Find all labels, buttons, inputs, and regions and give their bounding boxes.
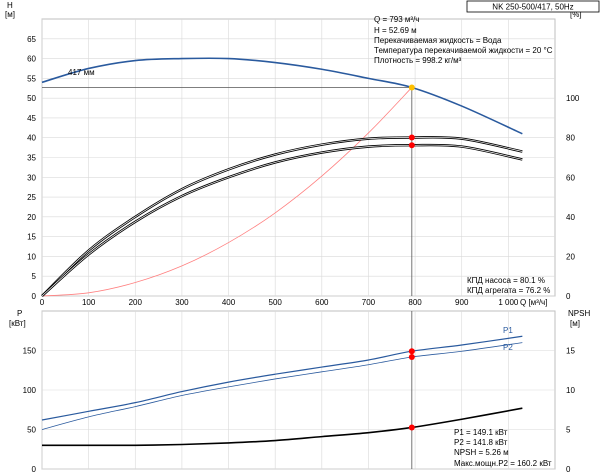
q-tick-label: 700 — [362, 298, 376, 307]
q-tick-label: 200 — [129, 298, 143, 307]
duty-point-npsh — [408, 424, 415, 431]
marker-layer — [42, 84, 415, 469]
system-curve — [41, 87, 413, 297]
unit-efficiency-curve — [41, 143, 523, 297]
duty-point-pump-efficiency — [408, 134, 415, 141]
pump-efficiency-curve-inner — [41, 136, 523, 297]
h-tick-label: 25 — [27, 193, 36, 202]
h-tick-label: 45 — [27, 114, 36, 123]
q-tick-label: 1 000 — [498, 298, 519, 307]
info-temperature: Температура перекачиваемой жидкости = 20… — [374, 46, 553, 55]
grid-layer — [41, 19, 555, 470]
p-axis-unit: [кВт] — [9, 319, 26, 328]
info-p1: P1 = 149.1 кВт — [454, 428, 508, 437]
q-tick-label: 100 — [82, 298, 96, 307]
p1-curve-label: P1 — [503, 326, 513, 335]
eta-tick-label: 80 — [566, 134, 575, 143]
q-axis-label: Q [м³/ч] — [520, 298, 547, 307]
eta-tick-label: 100 — [566, 94, 580, 103]
unit-efficiency-curve-inner — [41, 144, 523, 297]
p-tick-label: 50 — [27, 426, 36, 435]
duty-point-unit-efficiency — [408, 142, 415, 149]
chart-title: NK 250-500/417, 50Hz — [492, 3, 573, 12]
p-tick-label: 150 — [23, 347, 37, 356]
title-box — [466, 0, 600, 13]
head-curve — [41, 57, 523, 135]
npsh-tick-label: 5 — [566, 426, 571, 435]
npsh-curve — [41, 407, 523, 447]
info-liquid: Перекачиваемая жидкость = Вода — [374, 36, 502, 45]
info-unit-efficiency: КПД агрегата = 76.2 % — [467, 286, 550, 295]
h-tick-label: 20 — [27, 213, 36, 222]
info-duty-block: Q = 793 м³/ч H = 52.69 м Перекачиваемая … — [374, 15, 553, 65]
h-axis-unit: [м] — [5, 10, 15, 19]
npsh-tick-label: 0 — [566, 465, 571, 474]
h-tick-label: 5 — [32, 272, 37, 281]
info-power-block: P1 = 149.1 кВт P2 = 141.8 кВт NPSH = 5.2… — [454, 428, 552, 468]
h-tick-label: 60 — [27, 55, 36, 64]
eta-axis-unit: [%] — [570, 10, 582, 19]
p-tick-label: 0 — [32, 465, 37, 474]
h-tick-label: 50 — [27, 94, 36, 103]
eta-tick-label: 0 — [566, 292, 571, 301]
q-tick-label: 900 — [455, 298, 469, 307]
npsh-tick-label: 10 — [566, 386, 575, 395]
info-p2: P2 = 141.8 кВт — [454, 438, 508, 447]
q-tick-label: 300 — [175, 298, 189, 307]
curve-layer — [41, 57, 523, 447]
npsh-axis-label: NPSH — [568, 309, 590, 318]
h-tick-label: 10 — [27, 252, 36, 261]
q-tick-label: 400 — [222, 298, 236, 307]
h-tick-label: 35 — [27, 154, 36, 163]
h-tick-label: 40 — [27, 134, 36, 143]
info-flow: Q = 793 м³/ч — [374, 15, 419, 24]
impeller-label: 417 мм — [68, 68, 95, 77]
duty-point-head — [408, 84, 415, 91]
npsh-tick-label: 15 — [566, 347, 575, 356]
h-tick-label: 0 — [32, 292, 37, 301]
eta-tick-label: 40 — [566, 213, 575, 222]
duty-point-p2 — [408, 353, 415, 360]
h-tick-label: 30 — [27, 173, 36, 182]
p2-curve-label: P2 — [503, 343, 513, 352]
p1-curve — [41, 335, 523, 421]
q-tick-label: 0 — [40, 298, 45, 307]
h-tick-label: 15 — [27, 233, 36, 242]
h-axis-label: H — [7, 1, 13, 10]
p-axis-label: P — [17, 309, 22, 318]
info-head: H = 52.69 м — [374, 26, 417, 35]
info-pump-efficiency: КПД насоса = 80.1 % — [467, 276, 545, 285]
p-tick-label: 100 — [23, 386, 37, 395]
info-density: Плотность = 998.2 кг/м³ — [374, 56, 462, 65]
h-tick-label: 55 — [27, 74, 36, 83]
info-max-power: Макс.мощн.P2 = 160.2 кВт — [454, 459, 552, 468]
duty-point-p1 — [408, 348, 415, 355]
eta-tick-label: 60 — [566, 173, 575, 182]
p2-curve — [41, 342, 523, 430]
q-tick-label: 500 — [269, 298, 283, 307]
eta-tick-label: 20 — [566, 252, 575, 261]
q-tick-label: 800 — [408, 298, 422, 307]
info-npsh: NPSH = 5.26 м — [454, 448, 509, 457]
h-tick-label: 65 — [27, 35, 36, 44]
npsh-axis-unit: [м] — [570, 319, 580, 328]
info-efficiency-block: КПД насоса = 80.1 % КПД агрегата = 76.2 … — [467, 276, 550, 295]
q-tick-label: 600 — [315, 298, 329, 307]
